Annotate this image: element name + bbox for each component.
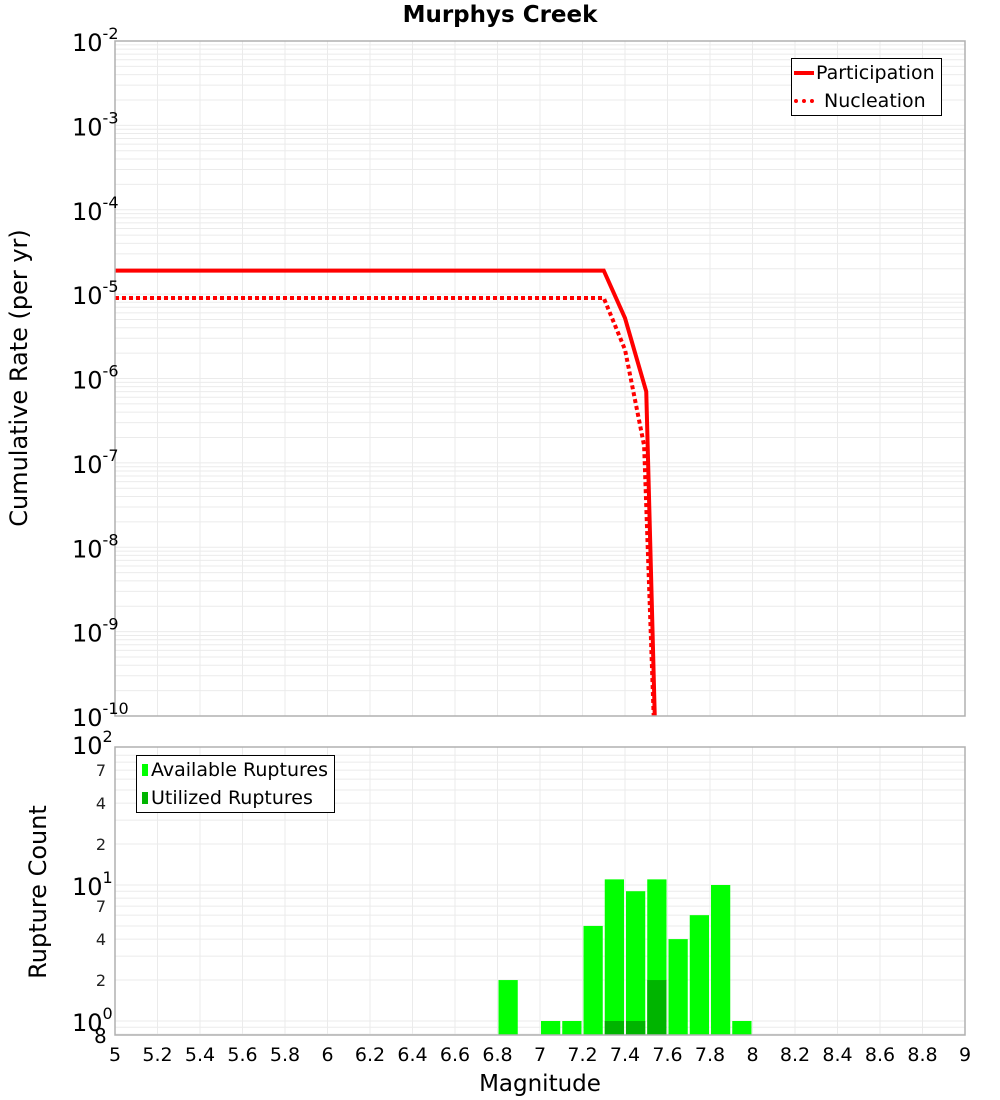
svg-text:8.2: 8.2 xyxy=(780,1044,810,1066)
legend-item-participation: Participation xyxy=(794,59,935,87)
bar xyxy=(562,1021,582,1035)
svg-text:100: 100 xyxy=(72,1004,113,1037)
svg-text:5.8: 5.8 xyxy=(270,1044,300,1066)
legend-label: Participation xyxy=(816,62,935,84)
solid-line-swatch-icon xyxy=(794,71,814,75)
bar xyxy=(689,915,709,1035)
svg-text:10-8: 10-8 xyxy=(72,530,119,563)
svg-text:10-10: 10-10 xyxy=(72,699,129,732)
bar xyxy=(711,885,731,1035)
bottom-y-axis-ticks: 102 101 100 7 4 2 7 4 2 8 xyxy=(72,727,113,1048)
svg-text:10-7: 10-7 xyxy=(72,446,119,479)
svg-text:6.2: 6.2 xyxy=(355,1044,385,1066)
participation-line xyxy=(115,268,657,716)
svg-text:102: 102 xyxy=(72,727,113,760)
x-axis-ticks: 5 5.2 5.4 5.6 5.8 6 6.2 6.4 6.6 6.8 7 7.2 7.4 7.6 7.8 8… xyxy=(109,1044,971,1066)
svg-text:7.2: 7.2 xyxy=(567,1044,597,1066)
chart-title: Murphys Creek xyxy=(402,2,598,28)
legend-label: Utilized Ruptures xyxy=(151,787,313,809)
bar xyxy=(626,1021,646,1035)
bottom-legend: Available Ruptures Utilized Ruptures xyxy=(136,755,335,813)
svg-text:10-6: 10-6 xyxy=(72,362,119,395)
svg-text:7.6: 7.6 xyxy=(652,1044,682,1066)
svg-text:10-4: 10-4 xyxy=(72,193,119,226)
svg-text:10-5: 10-5 xyxy=(72,277,119,310)
bar xyxy=(626,891,646,1035)
rate-lines xyxy=(115,268,657,716)
dotted-line-swatch-icon xyxy=(794,99,814,103)
svg-text:5.2: 5.2 xyxy=(142,1044,172,1066)
top-y-axis-ticks: 10-2 10-3 10-4 10-5 10-6 10-7 10-8 10-9 10-10 xyxy=(72,24,129,732)
rupture-count-bars xyxy=(498,879,752,1035)
svg-text:5: 5 xyxy=(109,1044,121,1066)
svg-text:8.4: 8.4 xyxy=(822,1044,852,1066)
x-axis-label: Magnitude xyxy=(479,1071,601,1097)
svg-text:9: 9 xyxy=(959,1044,971,1066)
bar xyxy=(498,980,518,1035)
bar xyxy=(668,939,688,1035)
svg-text:10-3: 10-3 xyxy=(72,108,119,141)
legend-item-available: Available Ruptures xyxy=(139,756,328,784)
top-y-axis-label: Cumulative Rate (per yr) xyxy=(5,229,33,527)
svg-text:2: 2 xyxy=(96,835,106,854)
svg-text:2: 2 xyxy=(96,971,106,990)
svg-text:6.6: 6.6 xyxy=(440,1044,470,1066)
bar xyxy=(583,925,603,1035)
bar xyxy=(604,1021,624,1035)
legend-item-utilized: Utilized Ruptures xyxy=(139,784,328,812)
legend-label: Nucleation xyxy=(824,90,926,112)
svg-text:7.8: 7.8 xyxy=(695,1044,725,1066)
svg-text:4: 4 xyxy=(96,930,106,949)
utilized-swatch-icon xyxy=(142,792,148,804)
svg-text:8: 8 xyxy=(94,1024,107,1048)
bar xyxy=(604,879,624,1035)
top-legend: Participation Nucleation xyxy=(791,58,942,116)
svg-text:10-9: 10-9 xyxy=(72,615,119,648)
legend-item-nucleation: Nucleation xyxy=(794,87,935,115)
svg-text:7: 7 xyxy=(96,897,106,916)
svg-text:4: 4 xyxy=(96,794,106,813)
svg-text:5.6: 5.6 xyxy=(227,1044,257,1066)
svg-text:6.8: 6.8 xyxy=(482,1044,512,1066)
svg-text:10-2: 10-2 xyxy=(72,24,119,57)
bar xyxy=(541,1021,561,1035)
svg-text:7: 7 xyxy=(534,1044,546,1066)
svg-text:6.4: 6.4 xyxy=(397,1044,427,1066)
svg-text:8.8: 8.8 xyxy=(907,1044,937,1066)
bar xyxy=(647,980,667,1035)
svg-text:7: 7 xyxy=(96,761,106,780)
available-swatch-icon xyxy=(142,764,148,776)
svg-text:5.4: 5.4 xyxy=(185,1044,215,1066)
svg-text:101: 101 xyxy=(72,868,113,901)
svg-text:6: 6 xyxy=(321,1044,333,1066)
bar xyxy=(732,1021,752,1035)
bottom-panel-frame xyxy=(114,746,966,1036)
svg-text:8.6: 8.6 xyxy=(865,1044,895,1066)
top-panel-frame xyxy=(114,40,966,717)
bottom-panel-grid xyxy=(115,747,966,1035)
top-panel-grid xyxy=(115,41,966,716)
nucleation-line xyxy=(115,295,656,716)
bottom-y-axis-label: Rupture Count xyxy=(24,805,52,979)
svg-text:7.4: 7.4 xyxy=(610,1044,640,1066)
legend-label: Available Ruptures xyxy=(151,759,328,781)
svg-text:8: 8 xyxy=(746,1044,758,1066)
